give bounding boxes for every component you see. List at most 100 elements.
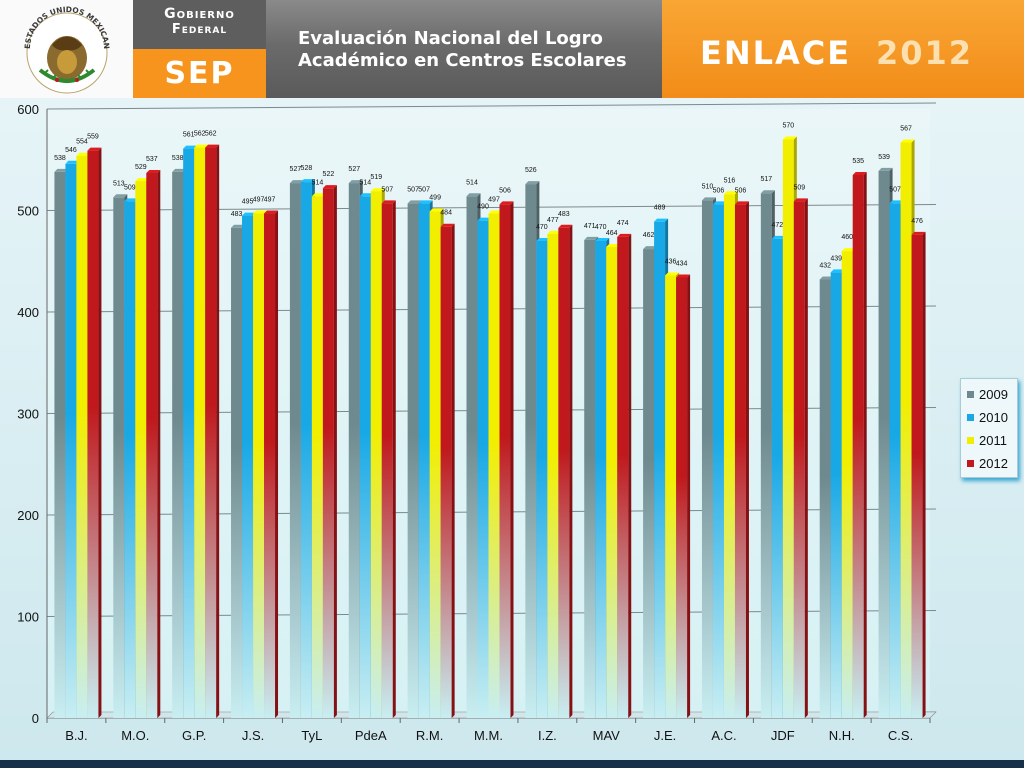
data-label: 483 <box>231 211 243 218</box>
legend-label: 2012 <box>979 456 1008 471</box>
data-label: 509 <box>793 184 805 191</box>
bar-top <box>418 200 433 204</box>
data-label: 432 <box>819 263 831 270</box>
bar <box>878 170 890 718</box>
bar-top <box>65 160 80 164</box>
bar <box>264 213 276 719</box>
bar-side <box>275 210 279 719</box>
enlace-title: ENLACE <box>700 34 852 72</box>
data-label: 439 <box>830 255 842 262</box>
bar-top <box>830 269 845 273</box>
data-label: 526 <box>525 167 537 174</box>
data-label: 489 <box>654 205 666 212</box>
bar-top <box>135 178 150 182</box>
bar-top <box>841 248 856 252</box>
bar-side <box>804 198 808 718</box>
bar-top <box>322 185 337 189</box>
x-tick-label: C.S. <box>888 728 913 743</box>
data-label: 507 <box>889 186 901 193</box>
bar-top <box>889 200 904 204</box>
bar-top <box>289 180 304 184</box>
data-label: 522 <box>323 171 335 178</box>
data-label: 506 <box>499 187 511 194</box>
title-line2: Académico en Centros Escolares <box>298 50 627 71</box>
data-label: 462 <box>643 232 655 239</box>
bar-top <box>499 201 514 205</box>
bar <box>407 203 419 718</box>
data-label: 554 <box>76 139 88 146</box>
bar <box>429 211 441 718</box>
bar <box>723 194 735 718</box>
data-label: 559 <box>87 134 99 141</box>
bar <box>911 234 923 719</box>
bar-top <box>113 194 128 198</box>
y-tick-label: 200 <box>17 508 39 523</box>
legend-label: 2009 <box>979 387 1008 402</box>
data-label: 506 <box>735 187 747 194</box>
data-label: 562 <box>205 131 217 138</box>
data-label: 562 <box>194 131 206 138</box>
bar-top <box>370 188 385 192</box>
data-label: 477 <box>547 217 559 224</box>
bar <box>124 201 136 718</box>
bar <box>676 277 688 718</box>
bar <box>841 251 853 718</box>
bar <box>900 142 912 718</box>
bar <box>289 183 301 719</box>
data-label: 497 <box>253 197 265 204</box>
bar-top <box>311 193 326 197</box>
gobierno-federal-label: Gobierno Federal <box>133 0 266 49</box>
bar <box>242 215 254 718</box>
bar <box>370 191 382 719</box>
legend-label: 2011 <box>979 433 1007 448</box>
data-label: 527 <box>348 166 360 173</box>
bar-top <box>488 210 503 214</box>
y-tick-label: 300 <box>17 407 39 422</box>
bar-top <box>525 181 540 185</box>
header-banner: ESTADOS UNIDOS MEXICANOS Gobierno Federa… <box>0 0 1024 98</box>
bar-side <box>451 223 455 718</box>
bar <box>712 204 724 718</box>
data-label: 499 <box>429 195 441 202</box>
bar-side <box>628 233 632 718</box>
bar-top <box>477 217 492 221</box>
bar-top <box>617 233 632 237</box>
bar-top <box>172 168 187 172</box>
data-label: 470 <box>536 224 548 231</box>
data-label: 470 <box>595 224 607 231</box>
bar <box>87 150 99 719</box>
bar <box>311 196 323 718</box>
data-label: 460 <box>841 234 853 241</box>
bar-side <box>510 201 514 718</box>
data-label: 539 <box>878 154 890 161</box>
data-label: 561 <box>183 132 195 139</box>
bar-side <box>157 169 161 718</box>
bar <box>146 172 158 718</box>
bar-top <box>536 237 551 241</box>
bar <box>547 233 559 718</box>
bar <box>734 204 746 718</box>
data-label: 527 <box>290 166 302 173</box>
y-tick-label: 400 <box>17 305 39 320</box>
bar-top <box>124 198 139 202</box>
data-label: 538 <box>172 155 184 162</box>
bottom-strip <box>0 760 1024 768</box>
bar-top <box>264 210 279 214</box>
data-label: 507 <box>381 186 393 193</box>
bar <box>300 182 312 718</box>
bar-side <box>98 147 102 719</box>
bar-side <box>569 224 573 718</box>
bar <box>771 238 783 719</box>
data-label: 490 <box>477 204 489 211</box>
data-label: 510 <box>702 183 714 190</box>
data-label: 474 <box>617 220 629 227</box>
bar <box>499 204 511 718</box>
bar-top <box>793 198 808 202</box>
bar-top <box>852 171 867 175</box>
bar-top <box>701 197 716 201</box>
bar <box>65 163 77 718</box>
bar <box>172 171 184 718</box>
data-label: 506 <box>713 187 725 194</box>
data-label: 538 <box>54 155 66 162</box>
legend-swatch <box>967 437 974 444</box>
